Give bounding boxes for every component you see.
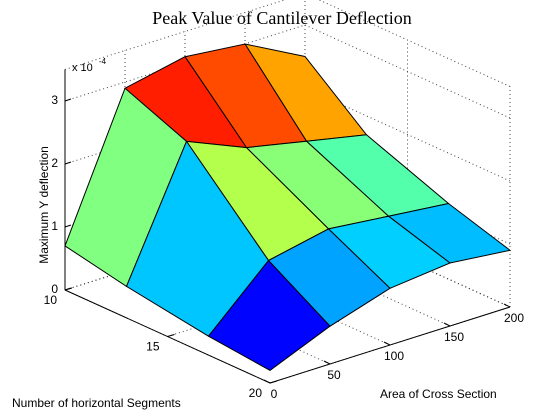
surface-face (207, 259, 331, 371)
z-axis-label: Maximum Y deflection (37, 146, 51, 264)
tick-mark (64, 287, 73, 291)
tick-mark (167, 334, 175, 337)
z-multiplier: x 10 (72, 62, 93, 74)
tick-mark (269, 380, 278, 384)
y-tick-label: 20 (249, 386, 263, 400)
x-tick-label: 100 (384, 349, 404, 363)
tick-mark (323, 360, 331, 365)
tick-mark (443, 322, 451, 327)
tick-mark (263, 379, 271, 384)
tick-mark (503, 303, 511, 308)
tick-mark (64, 161, 72, 165)
x-axis-label: Area of Cross Section (380, 387, 497, 401)
y-tick-label: 10 (44, 293, 58, 307)
tick-mark (64, 98, 72, 102)
tick-mark (383, 341, 391, 346)
z-exponent: -4 (99, 57, 107, 66)
x-tick-label: 0 (271, 387, 278, 401)
z-tick-label: 3 (51, 93, 58, 107)
tick-mark (64, 224, 72, 228)
y-axis-label: Number of horizontal Segments (12, 396, 181, 410)
x-tick-label: 150 (444, 330, 464, 344)
grid-line (304, 87, 511, 182)
z-tick-label: 1 (51, 219, 58, 233)
z-tick-label: 2 (51, 156, 58, 170)
x-tick-label: 50 (327, 368, 341, 382)
y-tick-label: 15 (146, 340, 160, 354)
z-tick-label: 0 (51, 282, 58, 296)
x-tick-label: 200 (504, 311, 524, 325)
chart-title: Peak Value of Cantilever Deflection (152, 8, 412, 28)
